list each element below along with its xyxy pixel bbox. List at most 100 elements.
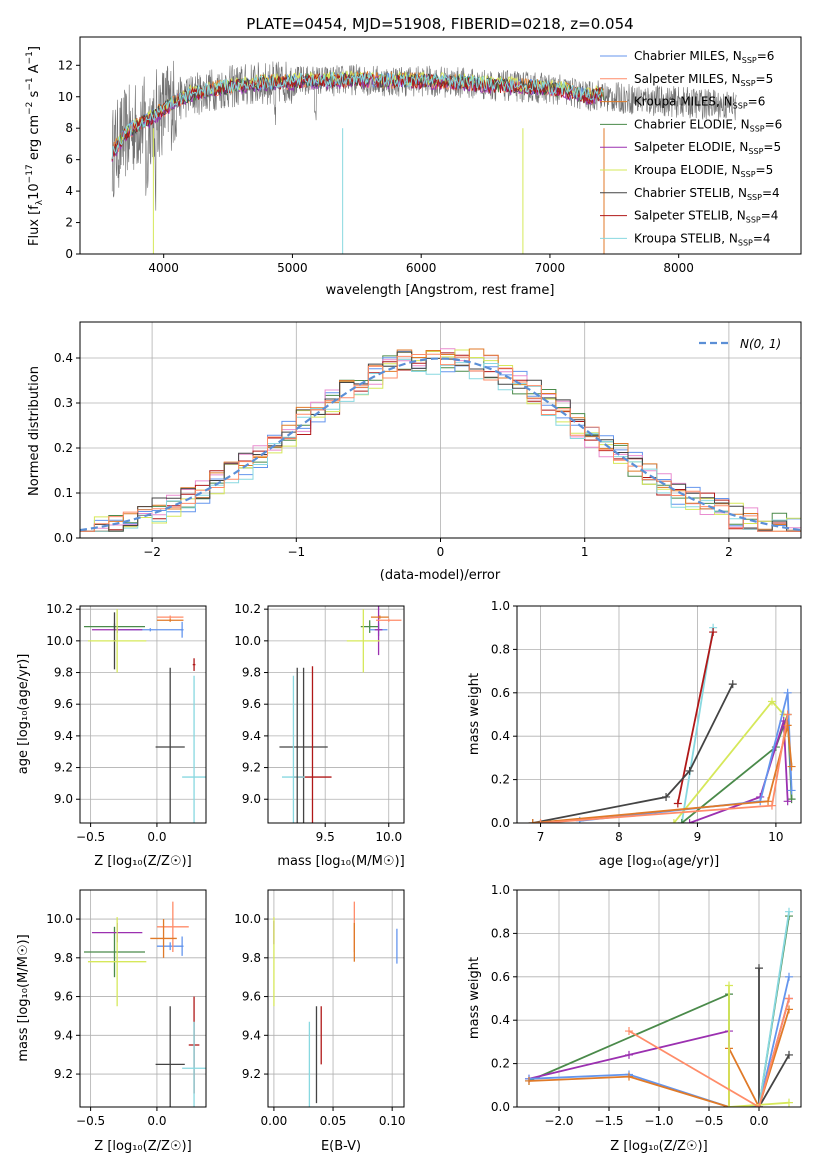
- weight-marker: [787, 795, 796, 804]
- weight-line-chabrier-elodie: [681, 714, 793, 823]
- weight-marker: [677, 819, 686, 823]
- spectrum-panel: 4000 5000 6000 7000 8000 0 2 4 6 8 10 12 Chabrier MI…: [58, 36, 802, 275]
- y-tick-label: 9.2: [242, 761, 261, 775]
- weight-line-chabrier-stelib: [532, 683, 734, 823]
- y-tick-label: 9.2: [54, 761, 73, 775]
- y-tick-label: 0.0: [54, 531, 73, 545]
- axes-frame: [79, 605, 207, 824]
- y-tick-label: 0.2: [54, 441, 73, 455]
- weight-marker: [525, 1076, 533, 1085]
- weight-marker: [787, 786, 796, 795]
- y-tick-label: 0.6: [491, 686, 510, 700]
- weight-line-chabrier-stelib: [758, 968, 790, 1107]
- x-tick-label: 0.0: [147, 1114, 166, 1128]
- y-tick-label: 1.0: [491, 883, 510, 897]
- x-tick-label: 5000: [277, 261, 308, 275]
- hist-kroupa-stelib: [80, 359, 801, 532]
- x-tick-label: 10.0: [375, 830, 402, 844]
- weight-marker: [685, 766, 694, 775]
- y-tick-label: 0: [65, 247, 73, 261]
- y-tick-label: 9.2: [242, 1067, 261, 1081]
- y-tick-label: 9.0: [242, 792, 261, 806]
- y-tick-label: 0.2: [491, 1057, 510, 1071]
- y-tick-label: 9.8: [242, 666, 261, 680]
- weight-line-kroupa-stelib: [758, 911, 790, 1107]
- y-tick-label: 0.0: [491, 1100, 510, 1114]
- mass-age-panel: 9.5 10.0 9.0 9.2 9.4 9.6 9.8 10.0 10.2: [234, 602, 405, 844]
- massweight-ylabel-bottom: mass weight: [467, 957, 482, 1039]
- x-tick-label: 2: [725, 545, 733, 559]
- weight-marker: [528, 819, 537, 823]
- z-xlabel-right: Z [log₁₀(Z/Z☉)]: [610, 1139, 707, 1154]
- y-tick-label: 10.0: [46, 912, 73, 926]
- x-tick-label: 6000: [406, 261, 437, 275]
- weight-marker: [625, 1027, 633, 1036]
- y-tick-label: 12: [58, 58, 73, 72]
- y-tick-label: 0.4: [491, 729, 510, 743]
- weight-line-kroupa-miles: [532, 725, 793, 823]
- histogram-xlabel: (data-model)/error: [380, 568, 501, 583]
- weight-marker: [764, 797, 773, 806]
- weight-marker: [536, 819, 545, 823]
- y-tick-label: 0.2: [491, 773, 510, 787]
- y-tick-label: 0.8: [491, 926, 510, 940]
- x-tick-label: 0.05: [320, 1114, 347, 1128]
- hist-salpeter-miles: [80, 353, 801, 532]
- y-tick-label: 9.6: [242, 697, 261, 711]
- x-tick-label: 1: [581, 545, 589, 559]
- x-tick-label: 0.10: [379, 1114, 406, 1128]
- weight-marker: [787, 762, 796, 771]
- weight-marker: [625, 1050, 633, 1059]
- y-tick-label: 9.0: [54, 792, 73, 806]
- z-xlabel-top: Z [log₁₀(Z/Z☉)]: [94, 854, 191, 869]
- x-tick-label: 9.5: [316, 830, 335, 844]
- normal-curve-line: [80, 357, 801, 532]
- y-tick-label: 0.4: [54, 351, 73, 365]
- z-xlabel-bottom: Z [log₁₀(Z/Z☉)]: [94, 1139, 191, 1154]
- legend-label: Kroupa ELODIE, NSSP=5: [634, 163, 773, 179]
- x-tick-label: 9: [694, 830, 702, 844]
- y-tick-label: 9.6: [54, 990, 73, 1004]
- spectrum-ylabel: Flux [fλ10−17 erg cm−2 s−1 A−1]: [25, 46, 45, 246]
- weight-marker: [785, 972, 793, 981]
- ebv-xlabel: E(B-V): [321, 1139, 361, 1154]
- weight-marker: [662, 792, 671, 801]
- weight-marker: [725, 1103, 733, 1107]
- x-tick-label: −2.0: [544, 1114, 573, 1128]
- y-tick-label: 9.8: [54, 666, 73, 680]
- weight-line-kroupa-elodie: [728, 985, 790, 1107]
- weight-marker: [767, 801, 776, 810]
- y-tick-label: 9.6: [242, 990, 261, 1004]
- weight-marker: [785, 907, 793, 916]
- z-age-panel: −0.5 0.0 9.0 9.2 9.4 9.6 9.8 10.0 10.2: [46, 602, 207, 844]
- z-massweight-panel: −2.0 −1.5 −1.0 −0.5 0.0 0.0 0.2 0.4 0.6 0.8 1.0: [491, 883, 802, 1128]
- weight-marker: [785, 994, 793, 1003]
- weight-marker: [783, 797, 792, 806]
- weight-line-chabrier-miles: [528, 976, 790, 1107]
- weight-marker: [685, 819, 694, 823]
- y-tick-label: 0.6: [491, 970, 510, 984]
- legend-label: Salpeter STELIB, NSSP=4: [634, 209, 778, 225]
- y-tick-label: 9.4: [54, 729, 73, 743]
- weight-line-salpeter-miles: [540, 714, 789, 823]
- weight-line-salpeter-stelib: [676, 631, 714, 804]
- weight-marker: [709, 628, 718, 637]
- weight-marker: [755, 964, 763, 973]
- massweight-ylabel-top: mass weight: [467, 673, 482, 755]
- x-tick-label: 0.0: [749, 1114, 768, 1128]
- y-tick-label: 1.0: [491, 599, 510, 613]
- x-tick-label: 4000: [148, 261, 179, 275]
- model-line-kroupa-stelib: [111, 71, 604, 160]
- y-tick-label: 0.4: [491, 1013, 510, 1027]
- legend-label: N(0, 1): [740, 337, 781, 351]
- x-tick-label: −2: [143, 545, 161, 559]
- x-tick-label: −0.5: [76, 830, 105, 844]
- y-tick-label: 9.2: [54, 1067, 73, 1081]
- x-tick-label: 0.0: [147, 830, 166, 844]
- mass-ylabel: mass [log₁₀(M/M☉)]: [16, 934, 31, 1061]
- x-tick-label: 10: [768, 830, 783, 844]
- residual-histogram-panel: −2 −1 0 1 2 0.0 0.1 0.2 0.3 0.4 N(0, 1): [54, 321, 802, 559]
- ebv-mass-panel: 0.00 0.05 0.10 9.2 9.4 9.6 9.8 10.0: [234, 889, 406, 1128]
- x-tick-label: −0.5: [76, 1114, 105, 1128]
- legend-label: Chabrier MILES, NSSP=6: [634, 49, 774, 65]
